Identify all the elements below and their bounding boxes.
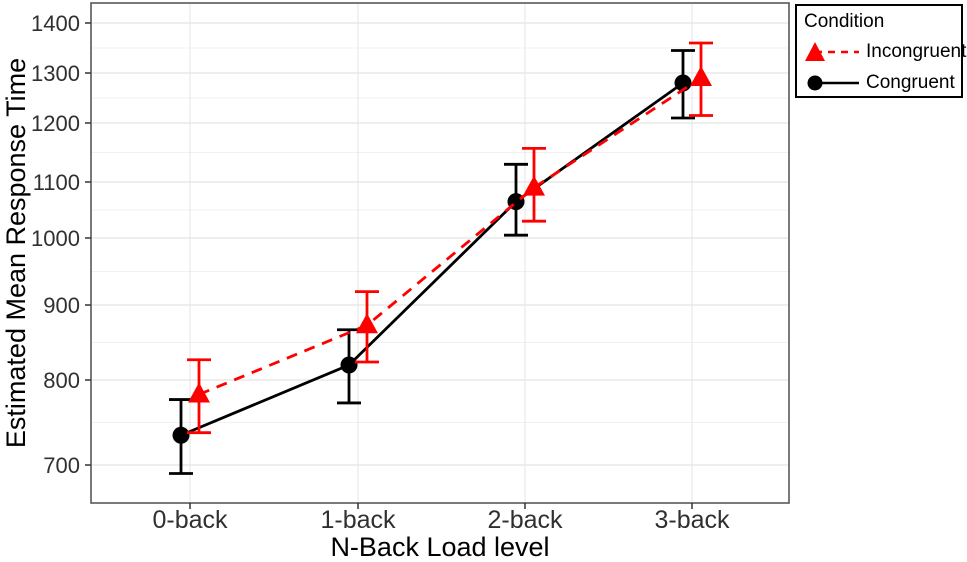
legend: Condition Incongruent Congruent	[795, 4, 966, 98]
x-tick-label: 0-back	[152, 506, 228, 534]
legend-label-congruent: Congruent	[866, 72, 955, 93]
marker-incongruent-0-back	[188, 382, 210, 403]
legend-label-incongruent: Incongruent	[866, 41, 967, 62]
x-tick-label: 2-back	[487, 506, 563, 534]
legend-item-incongruent: Incongruent	[804, 39, 966, 65]
series-incongruent	[187, 41, 713, 435]
x-axis-title: N-Back Load level	[330, 532, 549, 562]
gridlines	[92, 4, 788, 502]
legend-title: Condition	[804, 11, 885, 32]
y-tick-label: 900	[43, 293, 80, 318]
y-tick-label: 1100	[33, 170, 80, 195]
legend-circle-marker-icon	[807, 75, 823, 91]
marker-congruent-1-back	[340, 356, 358, 374]
y-tick-label: 1200	[31, 111, 80, 136]
marker-congruent-0-back	[172, 426, 190, 444]
y-tick-label: 700	[43, 453, 80, 478]
legend-item-congruent: Congruent	[804, 70, 955, 96]
y-tick-label: 1000	[31, 226, 80, 251]
panel-border	[90, 2, 790, 504]
legend-key-incongruent	[805, 42, 859, 61]
x-tick-label: 3-back	[654, 506, 730, 534]
marker-incongruent-2-back	[523, 175, 545, 196]
marker-incongruent-3-back	[690, 66, 712, 86]
x-tick-label: 1-back	[320, 506, 396, 534]
series-layer	[169, 41, 713, 475]
y-tick-label: 1300	[31, 61, 80, 86]
y-tick-label: 800	[43, 368, 80, 393]
series-line-incongruent	[198, 76, 702, 396]
marker-congruent-3-back	[674, 74, 692, 92]
series-line-congruent	[180, 81, 684, 437]
marker-incongruent-1-back	[356, 313, 378, 334]
legend-triangle-marker-icon	[805, 42, 825, 61]
legend-key-congruent	[807, 75, 859, 91]
axis-tick-labels: 700 800 900 1000 1100 1200 1300 1400 0-back 1-bac…	[31, 11, 730, 534]
axis-ticks	[85, 22, 693, 509]
y-axis-title: Estimated Mean Response Time	[1, 58, 31, 448]
y-tick-label: 1400	[31, 11, 80, 36]
legend-rows: Incongruent Congruent	[804, 39, 966, 96]
series-congruent	[169, 49, 695, 475]
